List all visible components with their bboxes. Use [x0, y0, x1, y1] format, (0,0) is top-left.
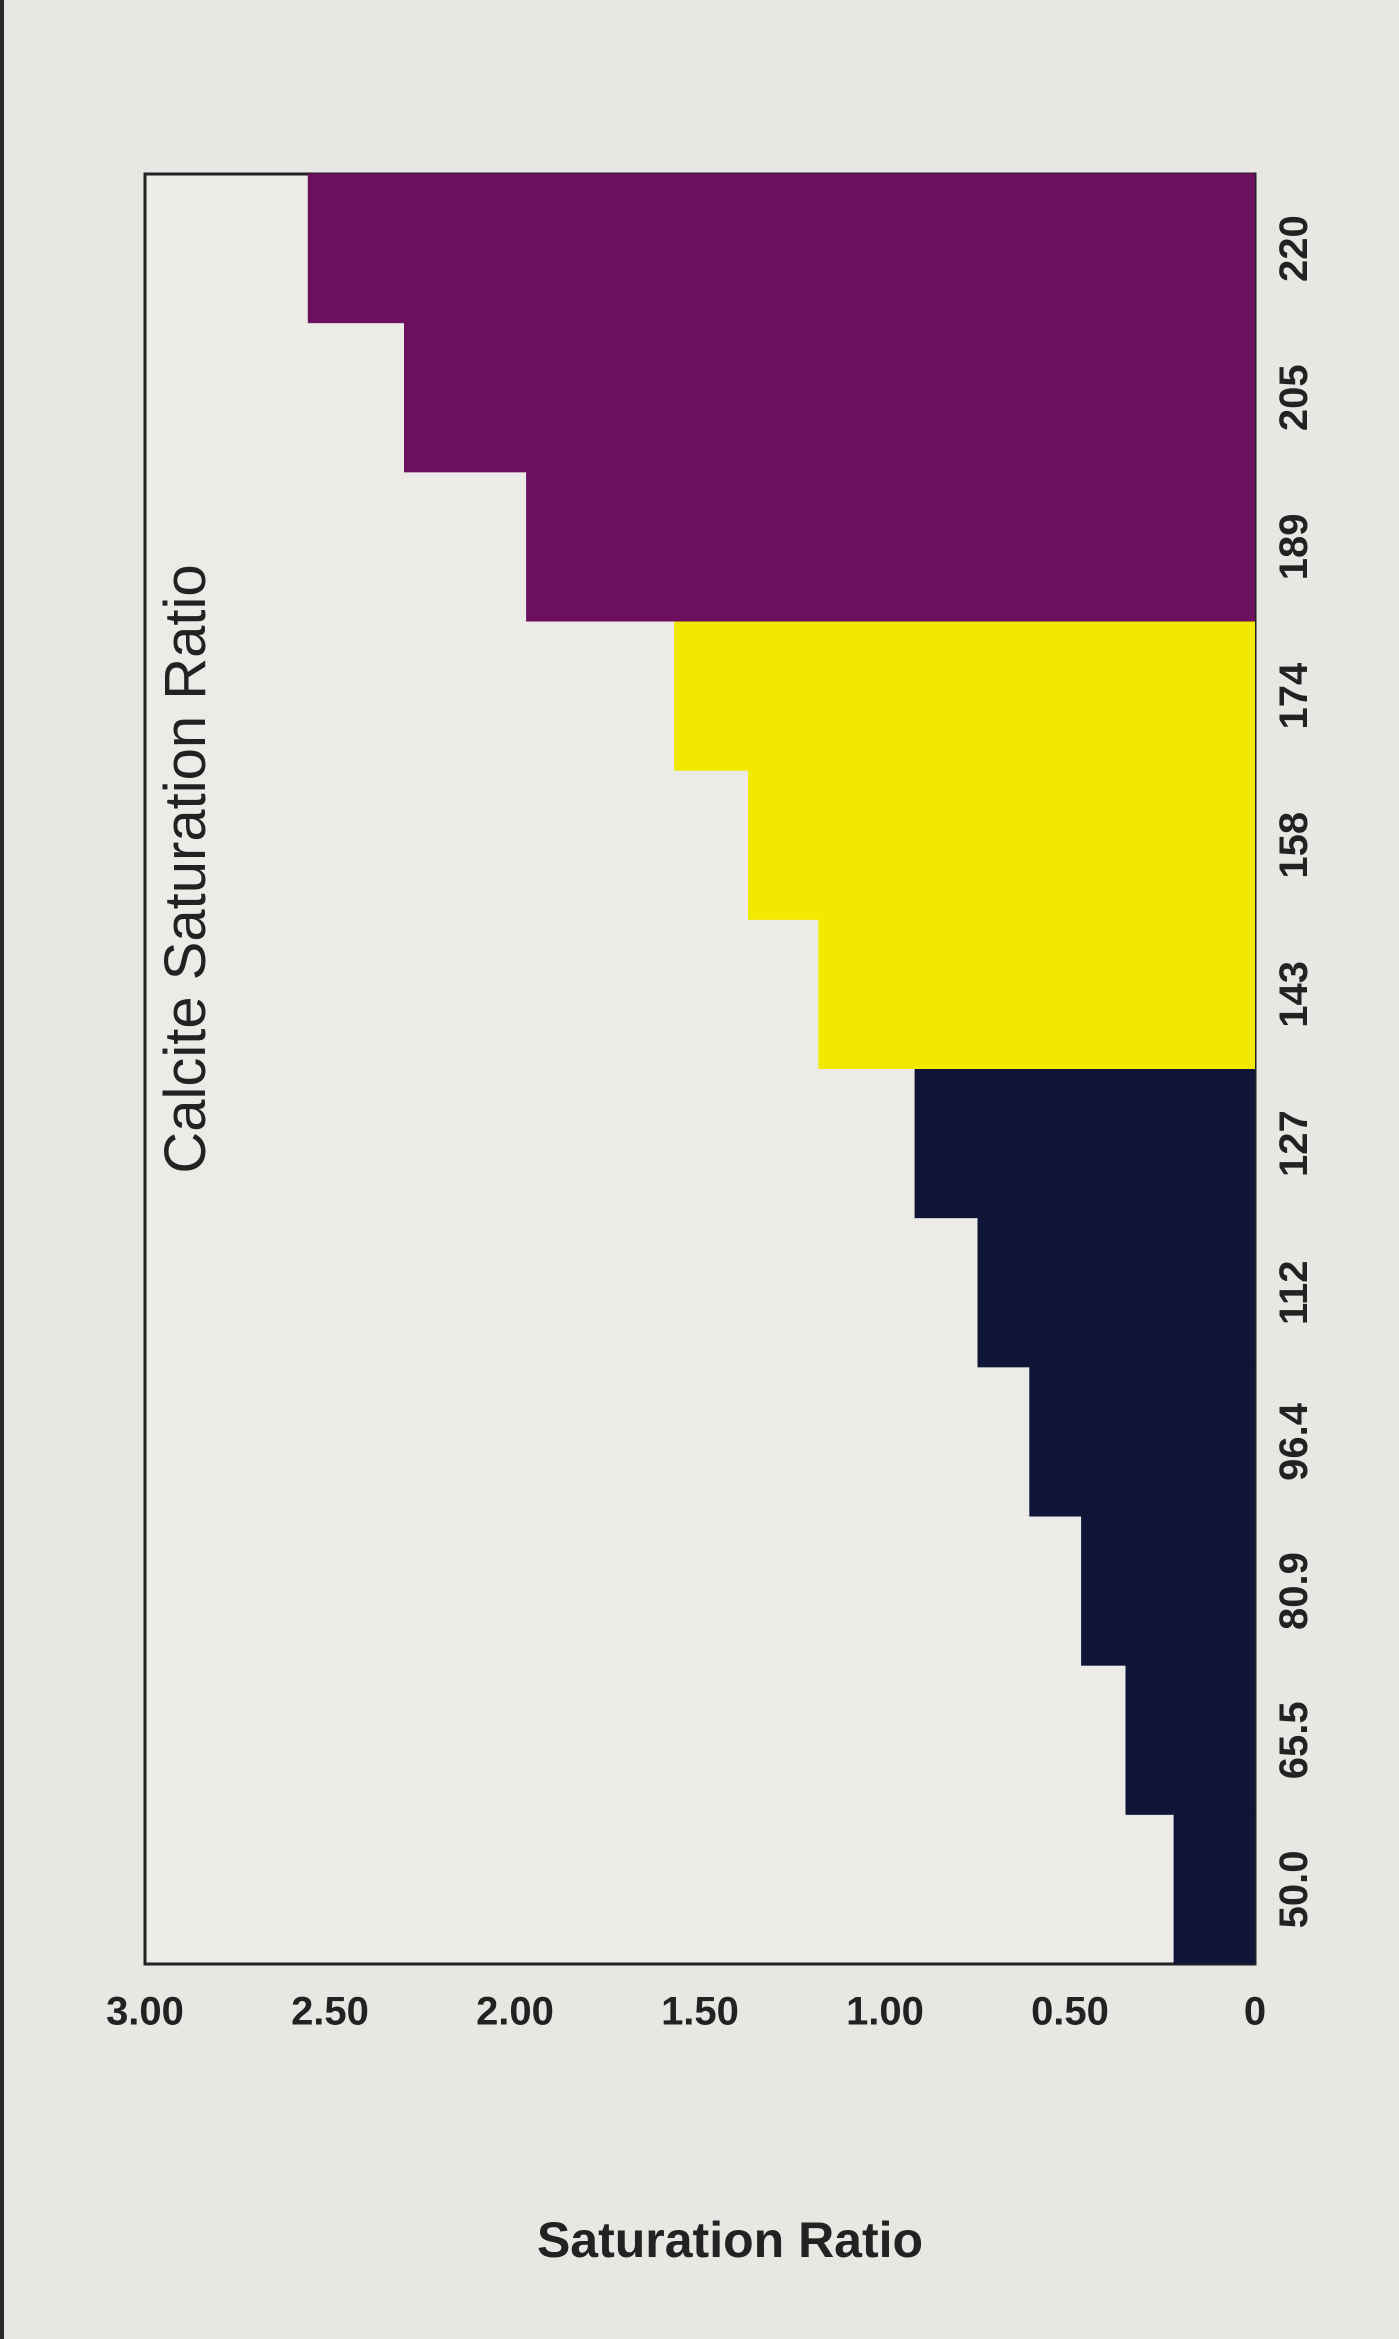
x-tick-label: 112 [1272, 1260, 1316, 1325]
bar-143 [818, 919, 1256, 1069]
bar-205 [404, 322, 1255, 473]
bar-96.4 [1029, 1366, 1256, 1517]
bar-50.0 [1173, 1814, 1255, 1964]
y-tick-labels: 0 0.50 1.00 1.50 2.00 2.50 3.00 [106, 1990, 1266, 2034]
bar-80.9 [1081, 1515, 1255, 1666]
chart-title: Calcite Saturation Ratio [153, 564, 218, 1173]
page-edge-line [0, 0, 4, 2339]
bar-189 [526, 471, 1255, 622]
y-axis-title: Saturation Ratio [537, 2212, 923, 2268]
y-tick-label: 0.50 [1031, 1990, 1109, 2034]
x-tick-label: 50.0 [1272, 1850, 1316, 1928]
x-tick-labels: 50.0 65.5 80.9 96.4 112 127 143 158 174 189 205 220 [1272, 215, 1316, 1928]
x-tick-label: 189 [1272, 514, 1316, 581]
y-tick-label: 3.00 [106, 1990, 184, 2034]
x-tick-label: 220 [1272, 215, 1316, 282]
y-tick-label: 0 [1244, 1990, 1266, 2034]
bar-220 [307, 173, 1255, 324]
bar-127 [914, 1068, 1255, 1219]
bar-158 [748, 770, 1255, 920]
x-tick-label: 174 [1272, 662, 1316, 729]
bar-112 [977, 1217, 1255, 1368]
bar-65.5 [1125, 1665, 1255, 1815]
y-tick-label: 2.50 [291, 1990, 369, 2034]
bars-group [307, 173, 1256, 1964]
y-tick-label: 2.00 [476, 1990, 554, 2034]
x-tick-label: 96.4 [1272, 1402, 1316, 1481]
x-tick-label: 65.5 [1272, 1701, 1316, 1779]
x-tick-label: 127 [1272, 1110, 1316, 1177]
x-tick-label: 80.9 [1272, 1552, 1316, 1630]
bar-174 [674, 620, 1255, 771]
x-tick-label: 205 [1272, 364, 1316, 431]
y-tick-label: 1.50 [661, 1990, 739, 2034]
x-tick-label: 158 [1272, 812, 1316, 879]
x-tick-label: 143 [1272, 961, 1316, 1028]
y-tick-label: 1.00 [846, 1990, 924, 2034]
